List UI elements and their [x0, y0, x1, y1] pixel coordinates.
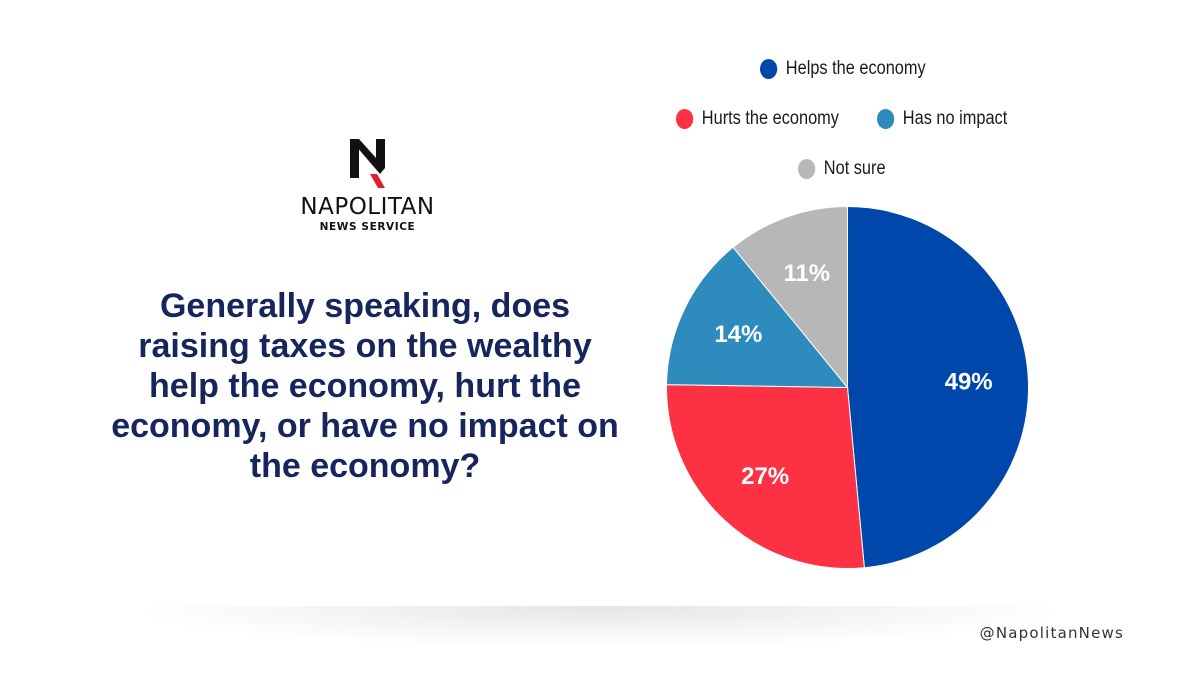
shadow-band: [150, 606, 1050, 646]
legend-label-helps: Helps the economy: [785, 58, 926, 79]
brand-subtitle: NEWS SERVICE: [319, 221, 416, 233]
legend-swatch-no-impact: [877, 109, 895, 129]
legend-label-no-impact: Has no impact: [902, 108, 1008, 129]
pie-label-not-sure: 11%: [783, 260, 830, 287]
legend-label-hurts: Hurts the economy: [701, 108, 839, 129]
social-handle: @NapolitanNews: [979, 624, 1124, 642]
pie-chart: 49% 27% 14% 11%: [666, 205, 1029, 569]
legend-swatch-not-sure: [798, 159, 816, 179]
pie-slice-no-impact: [666, 246, 849, 389]
legend-item-helps: Helps the economy: [760, 58, 926, 80]
legend-item-not-sure: Not sure: [798, 158, 886, 180]
pie-label-no-impact: 14%: [714, 321, 762, 348]
pie-slice-hurts: [666, 384, 865, 569]
napolitan-n-logo-icon: [349, 139, 385, 188]
pie-label-hurts: 27%: [741, 463, 789, 490]
legend-item-hurts: Hurts the economy: [676, 108, 839, 130]
pie-slice-helps: [847, 205, 1029, 569]
brand-name: NAPOLITAN: [300, 194, 435, 220]
pie-slice-not-sure: [732, 205, 848, 389]
brand-logo: NAPOLITAN NEWS SERVICE: [290, 136, 445, 234]
legend-swatch-helps: [760, 59, 778, 79]
legend-item-no-impact: Has no impact: [877, 108, 1007, 130]
legend-label-not-sure: Not sure: [823, 158, 886, 179]
legend-swatch-hurts: [676, 109, 694, 129]
pie-label-helps: 49%: [945, 368, 993, 395]
survey-question: Generally speaking, does raising taxes o…: [111, 287, 619, 485]
